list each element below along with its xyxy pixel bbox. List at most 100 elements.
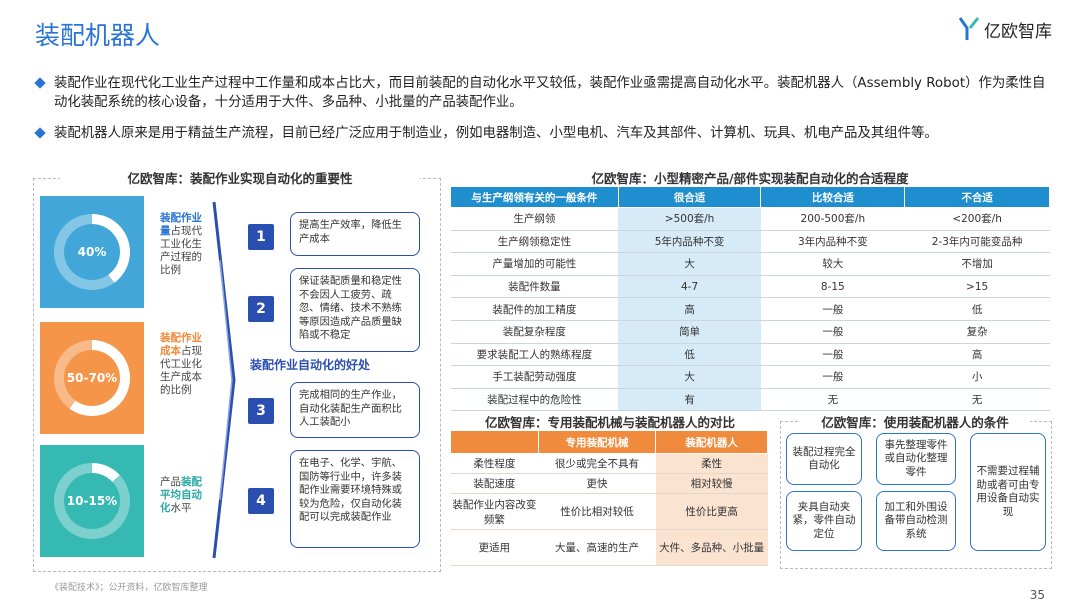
stat-desc-highlight: 装配作业量 xyxy=(160,212,202,237)
table-cell: 生产纲领 xyxy=(450,207,619,231)
table-header xyxy=(450,430,539,454)
table-row: 装配过程中的危险性有无无 xyxy=(450,388,1050,412)
table-cell: 2-3年内可能变品种 xyxy=(904,230,1050,254)
table-cell: 柔性 xyxy=(655,453,768,474)
table-cell: 性价比更高 xyxy=(655,493,768,530)
table-cell: 4-7 xyxy=(618,275,761,299)
benefit-box: 提高生产效率，降低生产成本 xyxy=(290,212,420,256)
table-cell: 低 xyxy=(904,297,1050,321)
table-row: 装配件的加工精度高一般低 xyxy=(450,297,1050,321)
table-cell: 较大 xyxy=(760,252,905,276)
suitability-table: 与生产纲领有关的一般条件 很合适 比较合适 不合适 生产纲领 >500套/h 200… xyxy=(450,186,1050,412)
donut-chart: 40% xyxy=(54,214,130,290)
stat-value: 10-15% xyxy=(64,473,120,529)
benefits-label: 装配作业自动化的好处 xyxy=(250,358,371,372)
table-cell: 无 xyxy=(904,388,1050,412)
stat-desc-text: 水平 xyxy=(170,502,192,514)
stat-value: 40% xyxy=(64,224,120,280)
table-cell: 要求装配工人的熟练程度 xyxy=(450,343,619,367)
table-cell: 装配过程中的危险性 xyxy=(450,388,619,412)
left-panel-title: 亿欧智库：装配作业实现自动化的重要性 xyxy=(60,168,420,187)
table-header: 比较合适 xyxy=(760,186,906,208)
table-cell: 一般 xyxy=(760,365,905,389)
table-cell: 装配件数量 xyxy=(450,275,619,299)
table-row: 装配速度 更快 相对较慢 xyxy=(450,473,768,494)
condition-box: 事先整理零件或自动化整理零件 xyxy=(876,433,956,485)
table-header: 专用装配机械 xyxy=(537,430,657,454)
table-cell: 装配速度 xyxy=(450,473,539,494)
table-row: 生产纲领稳定性 5年内品种不变 3年内品种不变 2-3年内可能变品种 xyxy=(450,230,1050,254)
table-cell: >500套/h xyxy=(618,207,761,231)
diamond-bullet-icon xyxy=(34,77,46,89)
brand-logo: 亿欧智库 xyxy=(958,16,1052,42)
table-cell: 生产纲领稳定性 xyxy=(450,230,619,254)
table-cell: 高 xyxy=(904,343,1050,367)
condition-box: 装配过程完全自动化 xyxy=(786,433,862,485)
stat-desc-highlight: 装配平均自动化 xyxy=(160,476,202,514)
stat-tile-cost: 50-70% xyxy=(40,322,144,434)
bullet-1: 装配作业在现代化工业生产过程中工作量和成本占比大，而目前装配的自动化水平又较低，… xyxy=(34,74,1046,112)
table-row: 柔性程度 很少或完全不具有 柔性 xyxy=(450,453,768,474)
table-cell: 简单 xyxy=(618,320,761,344)
table-cell: 一般 xyxy=(760,297,905,321)
table-row: 装配件数量 4-7 8-15 >15 xyxy=(450,275,1050,299)
table-cell: 8-15 xyxy=(760,275,905,299)
table-cell: 小 xyxy=(904,365,1050,389)
table-cell: 装配件的加工精度 xyxy=(450,297,619,321)
table-cell: 3年内品种不变 xyxy=(760,230,905,254)
stat-desc-highlight: 装配作业成本 xyxy=(160,332,202,357)
table-cell: 一般 xyxy=(760,343,905,367)
table-cell: 有 xyxy=(618,388,761,412)
donut-chart: 10-15% xyxy=(54,463,130,539)
table-cell: 产量增加的可能性 xyxy=(450,252,619,276)
conditions-title: 亿欧智库：使用装配机器人的条件 xyxy=(800,412,1030,431)
condition-box: 夹具自动夹紧，零件自动定位 xyxy=(786,491,862,551)
table-header-row: 与生产纲领有关的一般条件 很合适 比较合适 不合适 xyxy=(450,186,1050,208)
stat-tile-volume: 40% xyxy=(40,196,144,308)
table-header: 很合适 xyxy=(617,186,762,208)
logo-mark-icon xyxy=(958,17,980,40)
donut-chart: 50-70% xyxy=(54,340,130,416)
comparison-table: 专用装配机械 装配机器人 柔性程度 很少或完全不具有 柔性 装配速度 更快 相对较慢 装… xyxy=(450,430,768,566)
benefit-number: 3 xyxy=(248,398,274,424)
table-header: 装配机器人 xyxy=(655,430,768,454)
bullet-text: 装配作业在现代化工业生产过程中工作量和成本占比大，而目前装配的自动化水平又较低，… xyxy=(54,76,1046,110)
table-cell: 手工装配劳动强度 xyxy=(450,365,619,389)
table-cell: 大 xyxy=(618,252,761,276)
stat-tile-automation: 10-15% xyxy=(40,445,144,557)
page-number: 35 xyxy=(1029,588,1045,602)
diamond-bullet-icon xyxy=(34,127,46,139)
table-row: 装配作业内容改变频繁 性价比相对较低 性价比更高 xyxy=(450,493,768,530)
table-row: 更适用 大量、高速的生产 大件、多品种、小批量 xyxy=(450,529,768,566)
table-cell: 装配复杂程度 xyxy=(450,320,619,344)
table-cell: <200套/h xyxy=(904,207,1050,231)
table-cell: 性价比相对较低 xyxy=(538,493,656,530)
condition-box: 加工和外围设备带自动检测系统 xyxy=(876,491,956,551)
logo-text: 亿欧智库 xyxy=(984,21,1052,42)
table-cell: 5年内品种不变 xyxy=(618,230,761,254)
table-cell: 低 xyxy=(618,343,761,367)
table-row: 手工装配劳动强度大一般小 xyxy=(450,365,1050,389)
table-cell: 柔性程度 xyxy=(450,453,539,474)
benefit-number: 1 xyxy=(248,224,274,250)
table-row: 装配复杂程度 简单 一般 复杂 xyxy=(450,320,1050,344)
table-cell: 更适用 xyxy=(450,529,539,566)
benefit-box: 完成相同的生产作业，自动化装配生产面积比人工装配小 xyxy=(290,382,420,438)
table-cell: 更快 xyxy=(538,473,656,494)
table-cell: 复杂 xyxy=(904,320,1050,344)
table-cell: 无 xyxy=(760,388,905,412)
table-cell: 很少或完全不具有 xyxy=(538,453,656,474)
stat-desc-text: 占现代工业化生产成本的比例 xyxy=(160,345,202,396)
bracket-arrow-icon xyxy=(212,201,236,559)
stat-desc-text: 占现代工业化生产过程的比例 xyxy=(160,225,202,276)
bullet-2: 装配机器人原来是用于精益生产流程，目前已经广泛应用于制造业，例如电器制造、小型电… xyxy=(34,124,1046,143)
stat-desc-cost: 装配作业成本占现代工业化生产成本的比例 xyxy=(160,332,204,397)
table-row: 生产纲领 >500套/h 200-500套/h <200套/h xyxy=(450,207,1050,231)
table-b-title: 亿欧智库：专用装配机械与装配机器人的对比 xyxy=(484,415,735,430)
stat-desc-volume: 装配作业量占现代工业化生产过程的比例 xyxy=(160,212,204,277)
table-row: 要求装配工人的熟练程度低一般高 xyxy=(450,343,1050,367)
table-cell: 装配作业内容改变频繁 xyxy=(450,493,539,530)
table-cell: 高 xyxy=(618,297,761,321)
benefit-box: 保证装配质量和稳定性不会因人工疲劳、疏忽、情绪、技术不熟练等原因造成产品质量缺陷… xyxy=(290,268,420,352)
table-header-row: 专用装配机械 装配机器人 xyxy=(450,430,768,454)
